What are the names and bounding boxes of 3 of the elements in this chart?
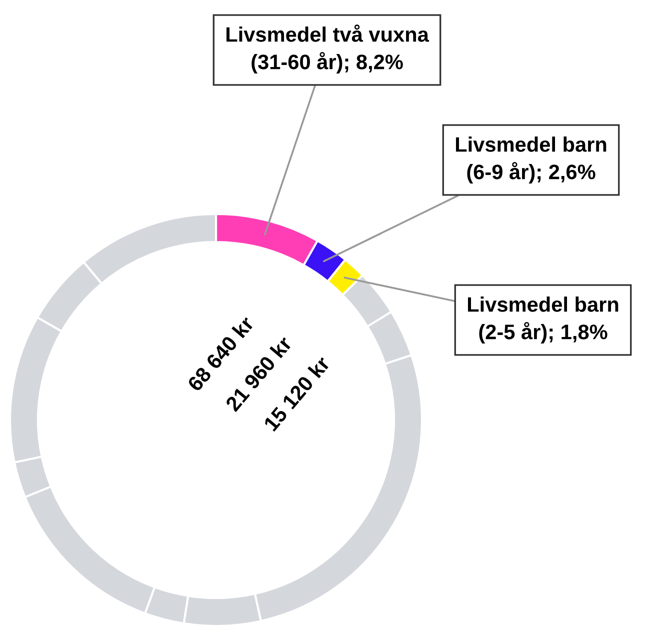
slice-label: Livsmedel två vuxna (31-60 år); 8,2%	[226, 24, 430, 74]
slice-label: Livsmedel barn (6-9 år); 2,6%	[456, 136, 606, 184]
slice-label: Livsmedel barn (2-5 år); 1,8%	[468, 296, 618, 344]
